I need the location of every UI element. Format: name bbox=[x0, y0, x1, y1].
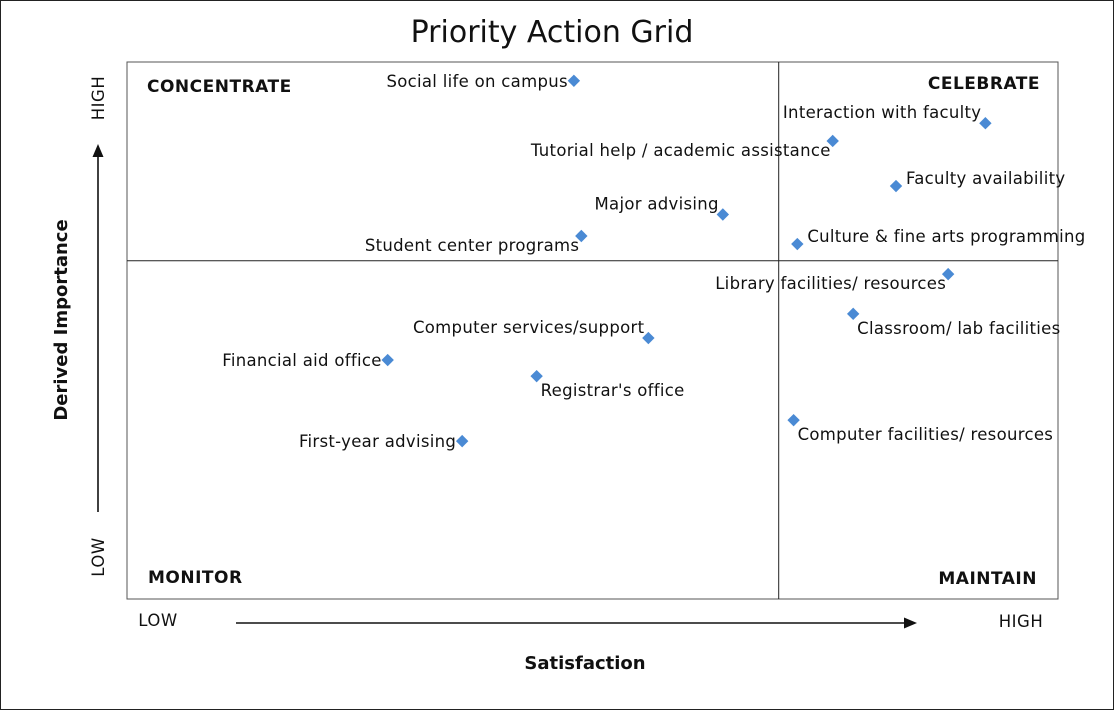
y-axis-high-label: HIGH bbox=[89, 76, 108, 120]
data-point-classroom-lab-facilities bbox=[846, 307, 860, 321]
point-label-faculty-availability: Faculty availability bbox=[906, 169, 1065, 188]
quadrant-label-concentrate: CONCENTRATE bbox=[147, 77, 292, 97]
point-label-library-facilities-resources: Library facilities/ resources bbox=[715, 274, 946, 293]
x-axis-low-label: LOW bbox=[138, 611, 177, 630]
point-label-registrar-s-office: Registrar's office bbox=[541, 381, 685, 400]
point-label-major-advising: Major advising bbox=[595, 195, 719, 214]
y-axis-arrowhead bbox=[92, 144, 104, 157]
data-point-tutorial-help-academic-assistance bbox=[826, 134, 839, 148]
data-point-student-center-programs bbox=[575, 229, 588, 243]
point-label-interaction-with-faculty: Interaction with faculty bbox=[783, 103, 981, 122]
y-axis-low-label: LOW bbox=[89, 537, 108, 576]
data-point-financial-aid-office bbox=[381, 353, 394, 367]
point-label-tutorial-help-academic-assistance: Tutorial help / academic assistance bbox=[530, 141, 831, 160]
quadrant-label-maintain: MAINTAIN bbox=[938, 569, 1037, 589]
point-label-social-life-on-campus: Social life on campus bbox=[386, 72, 567, 91]
data-point-interaction-with-faculty bbox=[979, 117, 992, 130]
data-point-major-advising bbox=[716, 208, 730, 221]
x-axis-arrowhead bbox=[904, 617, 917, 629]
point-label-computer-services-support: Computer services/support bbox=[413, 318, 645, 337]
data-point-computer-facilities-resources bbox=[787, 413, 800, 427]
quadrant-label-celebrate: CELEBRATE bbox=[928, 74, 1040, 94]
point-label-first-year-advising: First-year advising bbox=[299, 432, 456, 451]
plot-area bbox=[126, 61, 1059, 600]
chart-title: Priority Action Grid bbox=[411, 15, 694, 50]
point-label-computer-facilities-resources: Computer facilities/ resources bbox=[798, 425, 1054, 444]
y-axis-title: Derived Importance bbox=[51, 219, 72, 420]
data-points: Social life on campus Interaction with fa… bbox=[222, 72, 1085, 451]
data-point-faculty-availability bbox=[889, 179, 903, 193]
data-point-library-facilities-resources bbox=[941, 267, 955, 281]
point-label-culture-fine-arts-programming: Culture & fine arts programming bbox=[807, 227, 1085, 246]
data-point-first-year-advising bbox=[455, 434, 469, 448]
x-axis-title: Satisfaction bbox=[524, 653, 645, 674]
point-label-student-center-programs: Student center programs bbox=[365, 236, 579, 255]
data-point-culture-fine-arts-programming bbox=[791, 237, 804, 251]
data-point-computer-services-support bbox=[642, 331, 655, 345]
quadrant-label-monitor: MONITOR bbox=[148, 568, 243, 588]
point-label-financial-aid-office: Financial aid office bbox=[222, 351, 381, 370]
point-label-classroom-lab-facilities: Classroom/ lab facilities bbox=[857, 319, 1060, 338]
data-point-social-life-on-campus bbox=[567, 74, 581, 87]
data-point-registrar-s-office bbox=[530, 369, 543, 383]
x-axis-high-label: HIGH bbox=[999, 612, 1043, 631]
